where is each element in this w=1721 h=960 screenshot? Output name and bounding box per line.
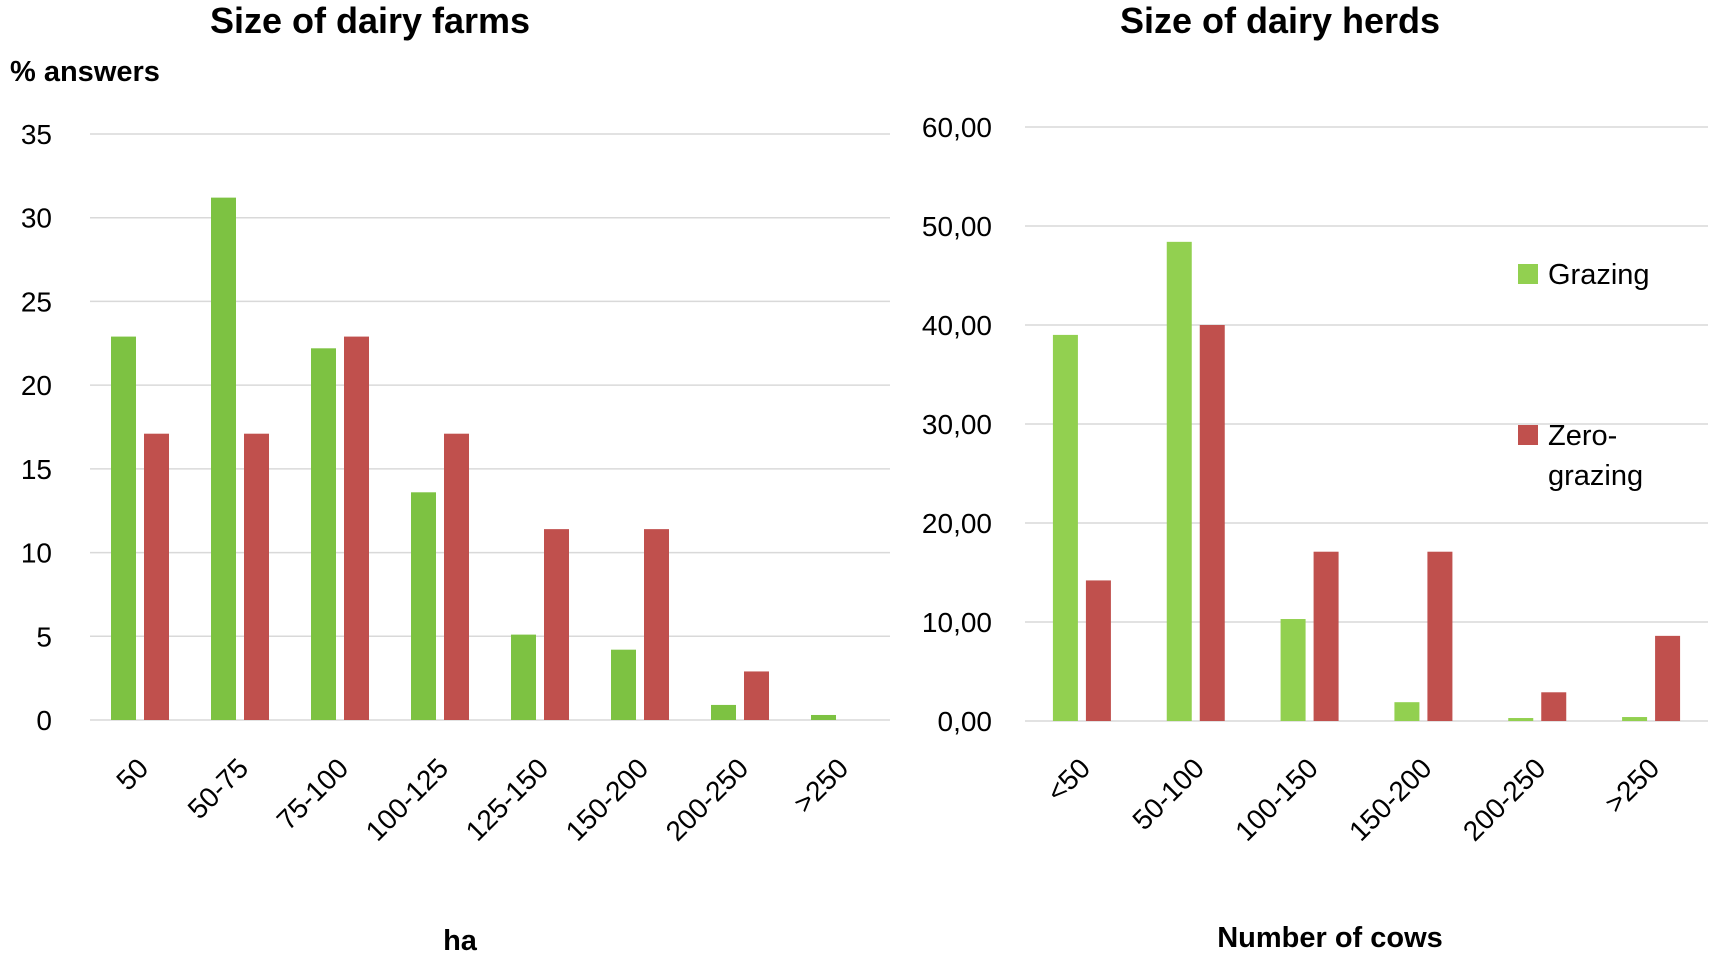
right-x-axis-title: Number of cows <box>1217 922 1443 954</box>
left-bar-grazing <box>511 634 536 720</box>
right-x-tick-label: >250 <box>1599 752 1666 819</box>
legend-item-grazing: Grazing <box>1518 255 1650 295</box>
right-x-tick-label: 100-150 <box>1229 752 1324 847</box>
legend-swatch-grazing <box>1518 264 1538 284</box>
left-bar-zero-grazing <box>444 433 469 720</box>
left-y-tick-label: 5 <box>36 621 52 652</box>
left-bar-zero-grazing <box>644 529 669 720</box>
right-x-tick-label: 150-200 <box>1343 752 1438 847</box>
right-y-tick-label: 10,00 <box>922 607 992 638</box>
left-x-tick-label: 50 <box>110 752 154 796</box>
left-y-tick-label: 20 <box>21 370 52 401</box>
right-chart-title: Size of dairy herds <box>1119 0 1441 41</box>
left-y-tick-label: 25 <box>21 286 52 317</box>
right-bar-grazing <box>1280 619 1306 721</box>
left-x-tick-label: 50-75 <box>182 752 255 825</box>
right-bar-grazing <box>1166 241 1192 721</box>
right-bar-grazing <box>1052 334 1078 721</box>
left-bar-grazing <box>411 492 436 720</box>
right-bar-zero-grazing <box>1313 551 1339 721</box>
left-bar-zero-grazing <box>544 529 569 720</box>
left-x-tick-label: 75-100 <box>271 752 355 836</box>
right-y-tick-label: 40,00 <box>922 310 992 341</box>
right-y-tick-label: 0,00 <box>938 706 993 737</box>
right-bar-grazing <box>1508 718 1534 721</box>
right-x-tick-label: 200-250 <box>1457 752 1552 847</box>
left-y-tick-label: 30 <box>21 203 52 234</box>
right-y-tick-label: 50,00 <box>922 211 992 242</box>
right-bar-zero-grazing <box>1199 325 1225 721</box>
left-y-tick-label: 0 <box>36 705 52 736</box>
right-bar-zero-grazing <box>1085 580 1111 721</box>
left-y-tick-label: 35 <box>21 119 52 150</box>
left-bar-zero-grazing <box>344 336 369 720</box>
left-x-tick-label: 100-125 <box>360 752 455 847</box>
left-bar-grazing <box>111 336 136 720</box>
legend-swatch-zero-grazing <box>1518 425 1538 445</box>
legend-label-grazing: Grazing <box>1548 259 1650 291</box>
left-bar-zero-grazing <box>144 433 169 720</box>
left-y-tick-label: 10 <box>21 538 52 569</box>
left-bar-grazing <box>211 197 236 720</box>
left-x-tick-label: 125-150 <box>460 752 555 847</box>
left-chart-title: Size of dairy farms <box>209 0 531 41</box>
right-bar-zero-grazing <box>1655 635 1681 721</box>
right-bar-grazing <box>1394 702 1420 721</box>
right-x-tick-label: <50 <box>1041 752 1097 808</box>
left-bar-grazing <box>711 704 736 720</box>
right-bar-zero-grazing <box>1541 692 1567 721</box>
legend-label-zero-grazing-line1: Zero- <box>1548 420 1618 452</box>
right-bar-zero-grazing <box>1427 551 1453 721</box>
left-x-tick-label: 200-250 <box>660 752 755 847</box>
left-bar-grazing <box>811 714 836 720</box>
left-x-tick-label: 150-200 <box>560 752 655 847</box>
right-y-tick-label: 30,00 <box>922 409 992 440</box>
left-x-tick-label: >250 <box>788 752 855 819</box>
left-bar-zero-grazing <box>244 433 269 720</box>
left-bar-zero-grazing <box>744 671 769 720</box>
left-bar-grazing <box>311 348 336 720</box>
left-y-axis-title: % answers <box>10 56 160 88</box>
left-bar-grazing <box>611 649 636 720</box>
right-bar-grazing <box>1622 717 1648 721</box>
left-x-axis-title: ha <box>443 925 477 957</box>
legend-item-zero-grazing: Zero- grazing <box>1518 416 1643 496</box>
right-y-tick-label: 20,00 <box>922 508 992 539</box>
right-y-tick-label: 60,00 <box>922 112 992 143</box>
legend-label-zero-grazing-line2: grazing <box>1548 460 1644 492</box>
left-y-tick-label: 15 <box>21 454 52 485</box>
right-x-tick-label: 50-100 <box>1126 752 1210 836</box>
